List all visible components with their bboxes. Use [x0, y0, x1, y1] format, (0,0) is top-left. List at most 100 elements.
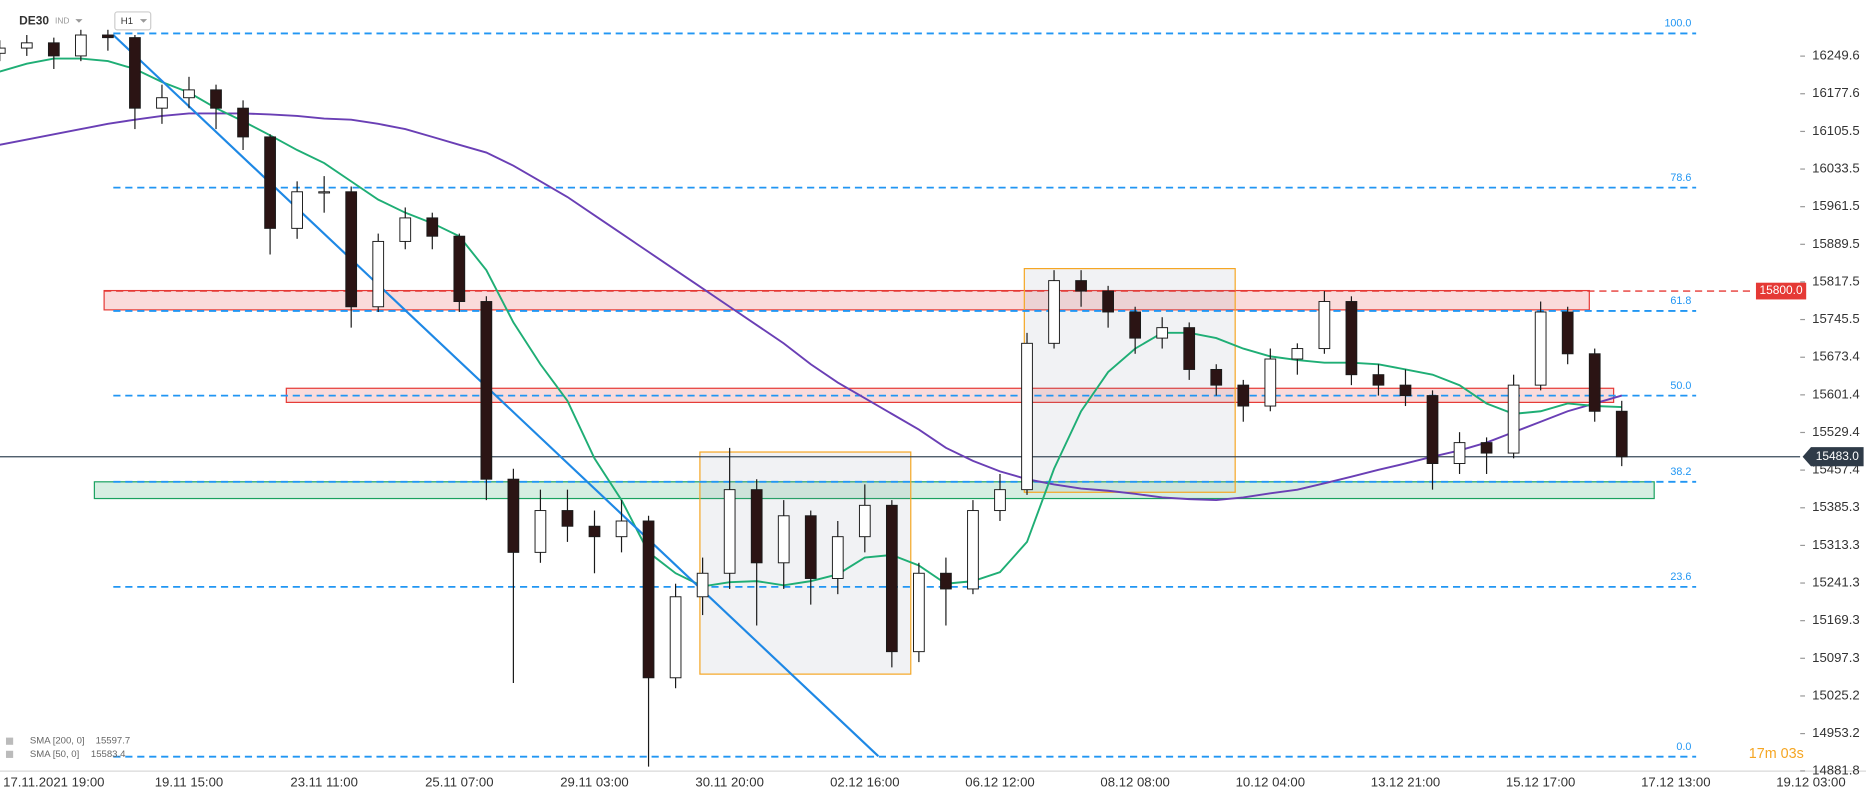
y-tick-label: 15817.5: [1812, 273, 1860, 288]
fib-label: 23.6: [1670, 571, 1691, 583]
y-tick-label: 15889.5: [1812, 236, 1860, 251]
x-tick-label: 17.12 13:00: [1641, 775, 1710, 790]
candle-body: [507, 478, 520, 553]
fib-label: 61.8: [1670, 295, 1691, 307]
y-tick-label: 15529.4: [1812, 424, 1860, 439]
legend-value: 15597.7: [96, 736, 131, 747]
symbol[interactable]: DE30: [19, 14, 49, 28]
resistance-tag: [1755, 282, 1807, 300]
candle-body: [831, 536, 844, 579]
candle-body: [1615, 410, 1628, 458]
x-tick-label: 19.11 15:00: [155, 775, 223, 790]
x-tick-label: 30.11 20:00: [695, 775, 763, 790]
candle-body: [967, 510, 979, 590]
x-tick-label: 15.12 17:00: [1506, 775, 1575, 790]
candle-body: [156, 97, 168, 109]
candle-body: [1480, 442, 1493, 454]
dropdown-icon[interactable]: [75, 19, 83, 23]
candle-body: [264, 136, 276, 229]
resistance-label: 15800.0: [1759, 283, 1803, 297]
candle-body: [1588, 353, 1601, 412]
candle-body: [1372, 374, 1385, 386]
x-tick-label: 13.12 21:00: [1371, 775, 1440, 790]
fib-label: 50.0: [1670, 380, 1691, 392]
candle-body: [183, 89, 195, 99]
candle-body: [588, 525, 601, 538]
legend-icon: [5, 750, 14, 758]
plot-area: 100.0 78.6 61.8 50.0 38.2 23.6 0.0: [0, 18, 1801, 767]
candle-body: [1129, 311, 1142, 339]
dropdown-icon[interactable]: [139, 19, 148, 23]
candle-body: [237, 107, 249, 138]
x-tick-label: 06.12 12:00: [965, 775, 1034, 790]
candle-body: [1291, 348, 1304, 360]
price-axis: [1800, 0, 1866, 772]
candle-body: [1075, 280, 1087, 292]
y-tick-label: 15241.3: [1812, 575, 1860, 590]
candle-body: [0, 47, 6, 54]
candle-body: [750, 489, 763, 564]
candle-body: [426, 217, 439, 237]
y-tick-label: 16105.5: [1812, 123, 1860, 138]
x-tick-label: 19.12 03:00: [1776, 775, 1845, 790]
trend-line: [112, 34, 880, 757]
y-tick-label: 15385.3: [1812, 499, 1860, 514]
y-tick-label: 15313.3: [1812, 537, 1860, 552]
x-tick-label: 29.11 03:00: [560, 775, 628, 790]
zone: [103, 289, 1590, 311]
x-tick-label: 23.11 11:00: [290, 775, 357, 790]
candle-timer: 17m 03s: [1749, 746, 1804, 762]
candle-body: [210, 89, 222, 109]
y-tick-label: 16033.5: [1812, 161, 1860, 176]
candle-body: [1534, 311, 1547, 386]
legend-icon: [5, 737, 14, 745]
x-tick-label: 25.11 07:00: [425, 775, 493, 790]
candle-body: [1048, 280, 1060, 344]
y-tick-label: 15745.5: [1812, 311, 1860, 326]
candle-body: [1507, 384, 1520, 454]
last-price-tag: [1802, 447, 1864, 467]
fib-label: 0.0: [1676, 741, 1691, 753]
candle-body: [399, 217, 412, 242]
x-tick-label: 08.12 08:00: [1100, 775, 1169, 790]
candle-body: [1156, 327, 1169, 339]
candle-body: [1210, 368, 1223, 386]
interval-button[interactable]: [114, 11, 152, 31]
candle-body: [615, 520, 628, 538]
y-tick-label: 15025.2: [1812, 687, 1860, 702]
candle-body: [669, 596, 682, 679]
y-tick-label: 16177.6: [1812, 85, 1860, 100]
fib-label: 78.6: [1670, 172, 1691, 184]
y-tick-label: 15601.4: [1812, 386, 1860, 401]
interval[interactable]: H1: [121, 16, 133, 27]
candle-body: [723, 489, 736, 574]
candle-body: [47, 42, 60, 57]
candle-body: [1399, 384, 1412, 397]
fib-label: 38.2: [1670, 466, 1691, 478]
candle-body: [1021, 342, 1033, 491]
candle-body: [372, 240, 385, 308]
candle-body: [696, 572, 709, 598]
candle-body: [345, 191, 358, 308]
candle-body: [1318, 301, 1331, 350]
last-price-label: 15483.0: [1816, 449, 1860, 463]
y-tick-label: 15169.3: [1812, 612, 1860, 627]
market: IND: [55, 16, 69, 26]
y-tick-label: 16249.6: [1812, 48, 1860, 63]
x-tick-label: 02.12 16:00: [830, 775, 899, 790]
candle-body: [858, 504, 871, 538]
candle-body: [804, 515, 817, 579]
y-tick-label: 14881.8: [1812, 762, 1860, 777]
candle-body: [534, 510, 547, 553]
candle-body: [1561, 311, 1574, 355]
legend-value: 15583.4: [91, 749, 126, 760]
candle-body: [1102, 290, 1114, 313]
y-tick-label: 15097.3: [1812, 650, 1860, 665]
fib-label: 100.0: [1664, 18, 1691, 30]
candle-body: [291, 191, 303, 229]
y-tick-label: 15961.5: [1812, 198, 1860, 213]
legend-name: SMA [50, 0]: [30, 749, 79, 760]
